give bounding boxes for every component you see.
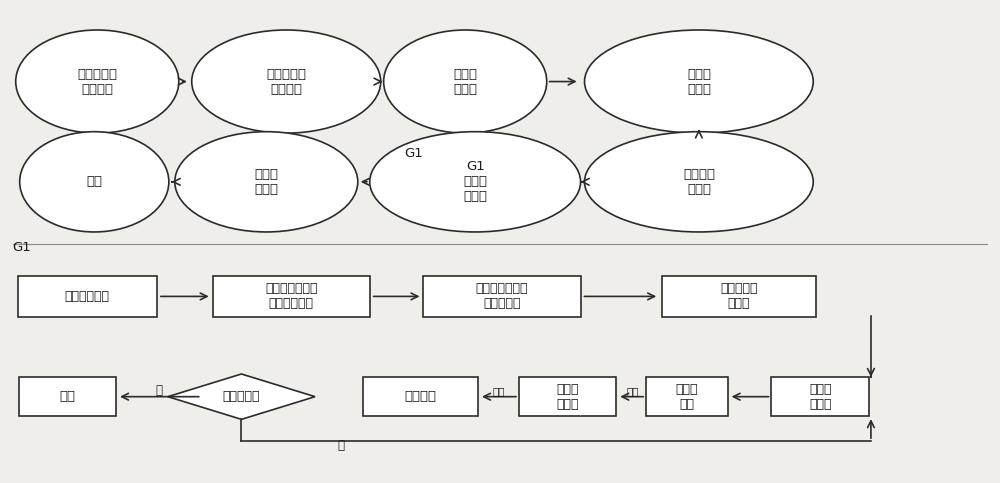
Text: 装配基
准建立: 装配基 准建立 [453,68,477,96]
FancyBboxPatch shape [363,377,478,416]
Text: G1
反射组
件安装: G1 反射组 件安装 [463,160,487,203]
Text: 监视立
方镜: 监视立 方镜 [676,383,698,411]
Ellipse shape [20,132,169,232]
Text: 空间转换点
实物设计: 空间转换点 实物设计 [77,68,117,96]
Text: 结束: 结束 [86,175,102,188]
FancyBboxPatch shape [662,276,816,317]
FancyBboxPatch shape [519,377,616,416]
Text: 是: 是 [155,384,162,398]
Text: 否: 否 [337,440,344,453]
FancyBboxPatch shape [771,377,869,416]
Text: 立方镜与仪器理
论位置解算: 立方镜与仪器理 论位置解算 [476,283,528,311]
Text: 分析: 分析 [626,386,639,396]
Text: 组件姿
态解算: 组件姿 态解算 [556,383,579,411]
Ellipse shape [585,30,813,133]
Text: 仪器理论参
数解算: 仪器理论参 数解算 [720,283,757,311]
Ellipse shape [16,30,179,133]
Text: 多设备集成
精度标定: 多设备集成 精度标定 [266,68,306,96]
Text: G1: G1 [404,147,423,160]
Ellipse shape [192,30,381,133]
Text: 馈源组
件安装: 馈源组 件安装 [254,168,278,196]
Text: 仪器姿
态调置: 仪器姿 态调置 [809,383,831,411]
Text: 反射组件与仪器
理论位置解算: 反射组件与仪器 理论位置解算 [265,283,317,311]
Ellipse shape [175,132,358,232]
Text: 是否满足？: 是否满足？ [223,390,260,403]
Text: 指导: 指导 [493,386,505,396]
Text: 结束: 结束 [59,390,75,403]
Polygon shape [168,374,315,419]
FancyBboxPatch shape [213,276,370,317]
FancyBboxPatch shape [19,377,116,416]
FancyBboxPatch shape [18,276,157,317]
FancyBboxPatch shape [646,377,728,416]
Ellipse shape [384,30,547,133]
Text: G1: G1 [13,241,31,254]
Text: 建立装配基准: 建立装配基准 [65,290,110,303]
Ellipse shape [585,132,813,232]
Text: 调整操作: 调整操作 [404,390,436,403]
FancyBboxPatch shape [423,276,581,317]
Text: 天线塔
体安装: 天线塔 体安装 [687,68,711,96]
Ellipse shape [370,132,581,232]
Text: 天线塔顶
板安装: 天线塔顶 板安装 [683,168,715,196]
